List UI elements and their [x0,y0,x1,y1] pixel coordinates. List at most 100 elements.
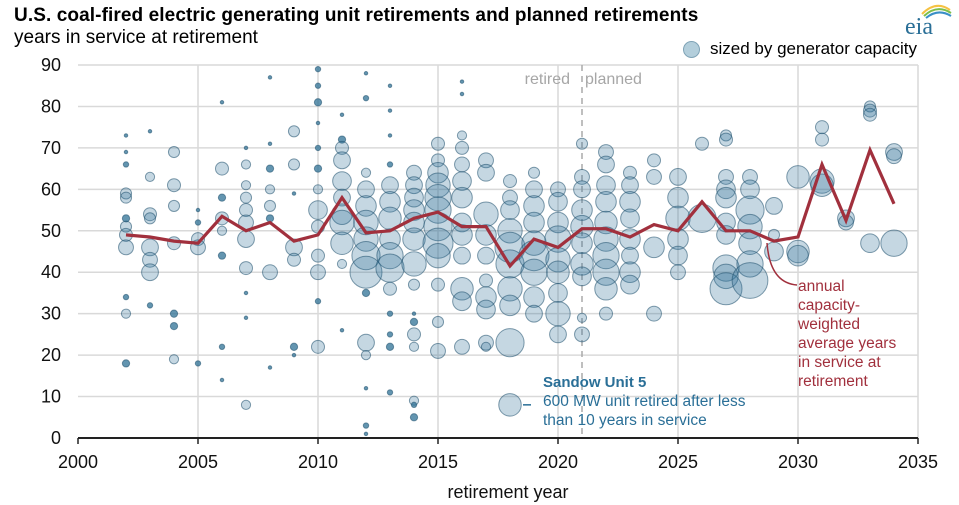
bubble-point [594,277,618,301]
avg-annotation-text: retirement [798,373,868,390]
y-tick-label: 80 [41,96,61,116]
bubble-point [592,258,620,286]
bubble-point [459,91,465,97]
bubble-point [239,191,253,204]
avg-annotation-text: weighted [797,316,860,333]
bubble-point [545,300,571,327]
bubble-point [215,161,229,176]
bubble-point [523,286,545,308]
bubble-point [410,401,418,409]
bubble-point [709,272,743,306]
bubble-point [144,171,156,182]
bubble-point [312,184,324,195]
bubble-point [736,250,764,278]
sandow-annotation-title: Sandow Unit 5 [543,374,646,391]
bubble-point [619,190,641,213]
y-tick-label: 50 [41,221,61,241]
bubble-point [119,187,133,200]
bubble-point [264,184,276,195]
bubble-point [385,342,395,351]
bubble-point [623,165,637,180]
bubble-point [815,120,829,135]
bubble-point [167,236,181,251]
bubble-point [383,281,397,296]
bubble-point [240,399,252,410]
bubble-point [503,174,517,189]
bubble-point [333,151,351,170]
bubble-point [315,120,321,126]
bubble-point [549,325,567,344]
bubble-point [362,422,370,429]
bubble-point [520,258,548,286]
bubble-point [387,83,393,88]
bubble-point [167,145,181,159]
bubble-point [863,103,877,118]
x-tick-label: 2015 [418,452,458,472]
sandow-annotation-text: than 10 years in service [543,412,707,429]
bubble-point [719,132,733,147]
bubble-point [815,132,829,147]
bubble-point [330,231,354,255]
bubble-point [573,180,591,199]
y-tick-label: 90 [41,55,61,75]
bubble-point [716,179,736,200]
bubble-point [169,309,179,318]
bubble-point [314,82,322,89]
bubble-point [329,209,355,236]
bubble-point [452,171,472,191]
bubble-point [239,261,253,276]
bubble-point [240,159,252,170]
bubble-point [386,161,394,168]
y-tick-label: 0 [51,428,61,448]
bubble-point [695,136,709,151]
bubble-point [243,145,249,151]
bubble-point [142,251,158,268]
bubble-point [387,108,393,113]
bubble-point [740,179,760,200]
avg-leader-line [766,242,798,286]
bubble-point [263,199,277,212]
bubble-point [310,264,326,281]
bubble-point [523,211,545,234]
bubble-point [363,386,369,391]
bubble-point [407,278,421,291]
bubble-point [860,233,880,254]
bubble-point [262,264,278,281]
bubble-point [336,258,348,270]
x-tick-label: 2000 [58,452,98,472]
bubble-point [118,239,134,256]
bubble-point [574,168,590,185]
chart-title: U.S. coal-fired electric generating unit… [14,5,699,26]
bubble-point [404,187,424,208]
bubble-point [407,327,421,342]
sandow-annotation-text: 600 MW unit retired after less [543,393,746,410]
bubble-point [406,164,422,181]
bubble-point [715,186,737,209]
bubble-point [291,352,297,358]
bubble-point [167,178,181,193]
x-tick-label: 2020 [538,452,578,472]
bubble-point [123,133,129,138]
bubble-point [387,133,393,138]
bubble-point [386,389,394,396]
bubble-point [593,226,619,252]
bubble-point [379,190,401,213]
bubble-series [118,65,908,437]
bubble-point [431,277,445,292]
bubble-point [477,163,495,182]
bubble-point [548,191,568,212]
bubble-point [620,274,640,295]
bubble-point [570,252,594,276]
chart-subtitle: years in service at retirement [14,27,258,48]
bubble-point [195,207,201,213]
bubble-point [217,251,227,260]
bubble-point [141,263,159,282]
bubble-point [121,214,131,223]
bubble-point [454,156,470,173]
bubble-point [598,144,614,160]
bubble-point [452,291,472,312]
bubble-point [451,186,473,209]
bubble-point [386,331,394,338]
bubble-point [219,377,225,383]
